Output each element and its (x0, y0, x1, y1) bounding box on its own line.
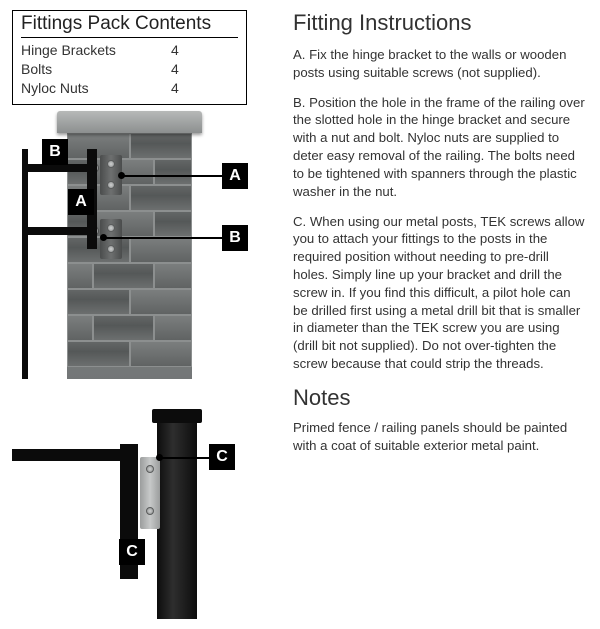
contents-item-qty: 4 (171, 79, 201, 98)
label-a: A (222, 163, 248, 189)
pillar-cap (57, 111, 202, 133)
railing-top-rail (12, 449, 132, 461)
contents-row: Bolts 4 (21, 60, 238, 79)
leader-line (122, 175, 222, 177)
contents-item-qty: 4 (171, 60, 201, 79)
left-column: Fittings Pack Contents Hinge Brackets 4 … (0, 0, 285, 600)
contents-item-qty: 4 (171, 41, 201, 60)
right-column: Fitting Instructions A. Fix the hinge br… (285, 0, 600, 600)
railing-vertical (22, 149, 28, 379)
leader-dot (156, 454, 163, 461)
leader-line (104, 237, 222, 239)
notes-body: Primed fence / railing panels should be … (293, 419, 586, 455)
diagram-metal-post: C C (12, 409, 272, 629)
label-c: C (119, 539, 145, 565)
post-cap (152, 409, 202, 423)
notes-title: Notes (293, 385, 586, 411)
diagram-brick-pillar: B A A B (12, 119, 272, 379)
leader-line (160, 457, 209, 459)
instruction-step-a: A. Fix the hinge bracket to the walls or… (293, 46, 586, 82)
contents-row: Hinge Brackets 4 (21, 41, 238, 60)
label-b: B (42, 139, 68, 165)
contents-row: Nyloc Nuts 4 (21, 79, 238, 98)
railing-top-rail (26, 164, 92, 172)
hinge-bracket (140, 457, 160, 529)
label-a: A (68, 189, 94, 215)
instructions-title: Fitting Instructions (293, 10, 586, 36)
brick-pillar (67, 119, 192, 379)
instruction-step-b: B. Position the hole in the frame of the… (293, 94, 586, 201)
leader-dot (118, 172, 125, 179)
metal-post (157, 419, 197, 619)
railing-bottom-rail (26, 227, 92, 235)
contents-item-name: Nyloc Nuts (21, 79, 171, 98)
contents-item-name: Bolts (21, 60, 171, 79)
label-c: C (209, 444, 235, 470)
leader-dot (100, 234, 107, 241)
diagram-area: B A A B C C (12, 119, 277, 629)
label-b: B (222, 225, 248, 251)
contents-title: Fittings Pack Contents (21, 13, 238, 38)
contents-box: Fittings Pack Contents Hinge Brackets 4 … (12, 10, 247, 105)
contents-item-name: Hinge Brackets (21, 41, 171, 60)
instruction-step-c: C. When using our metal posts, TEK screw… (293, 213, 586, 373)
